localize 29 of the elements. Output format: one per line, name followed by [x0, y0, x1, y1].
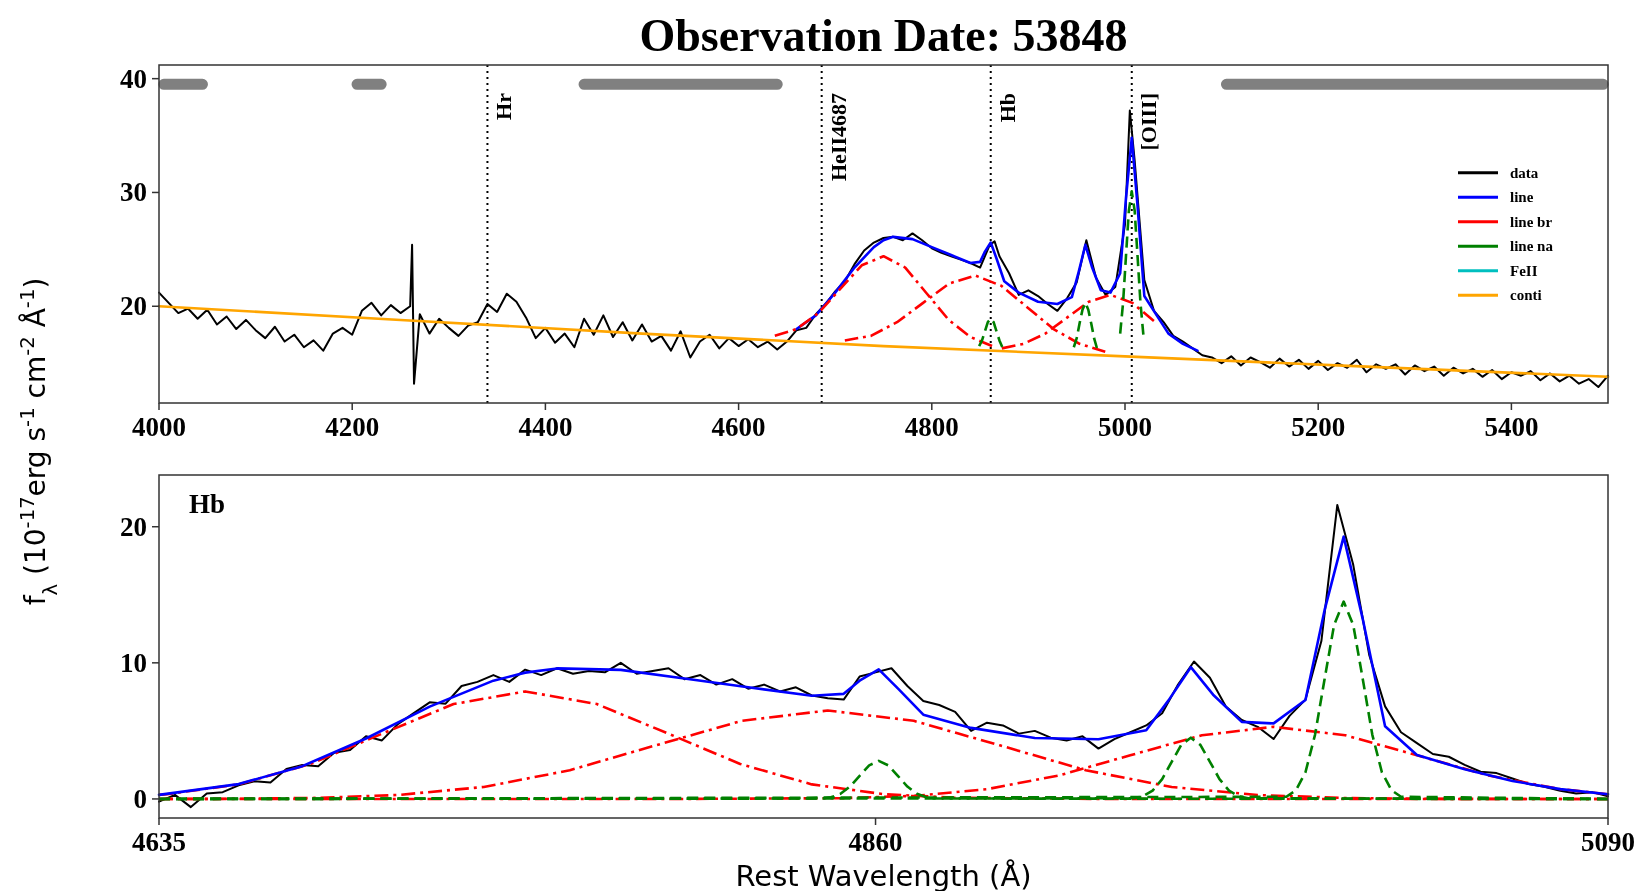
x-tick-label: 4000: [132, 412, 186, 442]
x-tick-label: 4400: [518, 412, 573, 442]
ref-line-label: Hb: [994, 93, 1020, 123]
y-tick-label: 20: [120, 511, 147, 542]
ref-line-label: HeII4687: [825, 93, 851, 181]
legend-label: line br: [1510, 213, 1553, 230]
chart-title: Observation Date: 53848: [639, 10, 1128, 61]
x-tick-label: 5090: [1581, 827, 1635, 857]
ref-line-label: Hr: [491, 92, 517, 120]
legend-label: line: [1510, 189, 1534, 206]
y-tick-label: 10: [120, 647, 147, 678]
x-tick-label: 5000: [1098, 412, 1152, 442]
legend-label: data: [1510, 164, 1539, 181]
x-tick-label: 5200: [1291, 412, 1346, 442]
annotation: Hb: [189, 489, 226, 519]
legend-label: conti: [1510, 287, 1542, 304]
ref-line-label: [OIII]: [1135, 93, 1161, 151]
x-tick-label: 4800: [904, 412, 959, 442]
x-tick-label: 4635: [132, 827, 186, 857]
x-tick-label: 4600: [711, 412, 766, 442]
x-tick-label: 4860: [848, 827, 903, 857]
y-tick-label: 40: [120, 63, 147, 94]
x-tick-label: 5400: [1484, 412, 1539, 442]
y-tick-label: 30: [120, 177, 147, 208]
legend-label: line na: [1510, 238, 1554, 255]
y-tick-label: 0: [133, 783, 147, 814]
x-tick-label: 4200: [325, 412, 380, 442]
legend-label: FeII: [1510, 262, 1538, 279]
y-tick-label: 20: [120, 291, 147, 322]
